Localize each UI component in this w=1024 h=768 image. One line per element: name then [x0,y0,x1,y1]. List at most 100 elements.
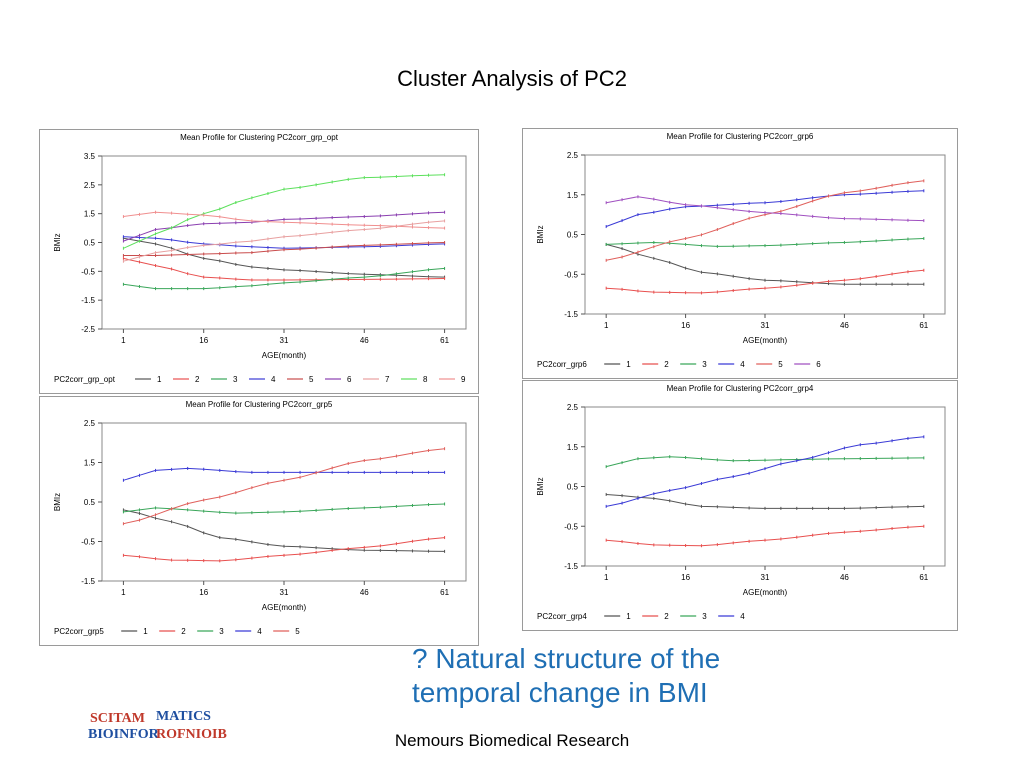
y-tick-label: 2.5 [84,419,96,428]
plot-frame [584,406,946,567]
legend-label-3: 3 [702,360,707,369]
y-tick-label: -1.5 [81,577,95,586]
chart-panel-grp-opt: Mean Profile for Clustering PC2corr_grp_… [39,129,479,394]
chart-panel-grp6: Mean Profile for Clustering PC2corr_grp6… [522,128,958,379]
chart-title: Mean Profile for Clustering PC2corr_grp4 [667,384,814,393]
y-tick-label: 1.5 [84,210,96,219]
y-tick-label: 2.5 [567,403,579,412]
chart-title: Mean Profile for Clustering PC2corr_grp_… [180,133,339,142]
legend-label-2: 2 [195,375,200,384]
legend-label-3: 3 [702,612,707,621]
logo-text-mirror-top: SCITAM [90,711,145,726]
legend-label-2: 2 [664,360,669,369]
legend-label-9: 9 [461,375,466,384]
series-line-4 [606,190,924,227]
x-tick-label: 1 [121,588,126,597]
y-tick-label: -1.5 [564,310,578,319]
y-axis-label: BMIz [536,477,545,495]
x-tick-label: 61 [919,573,928,582]
x-tick-label: 46 [840,321,849,330]
slide-title: Cluster Analysis of PC2 [397,66,627,91]
logo-text-mirror-bottom: ROFNIOIB [156,727,227,742]
x-tick-label: 16 [681,573,690,582]
y-tick-label: 2.5 [567,151,579,160]
x-tick-label: 46 [840,573,849,582]
x-axis-label: AGE(month) [262,603,307,612]
y-tick-label: -1.5 [81,296,95,305]
series-line-1 [606,243,924,285]
x-axis-label: AGE(month) [262,351,307,360]
x-tick-label: 61 [440,588,449,597]
legend-label-3: 3 [233,375,238,384]
x-tick-label: 31 [761,573,770,582]
legend-label-4: 4 [740,360,745,369]
y-tick-label: 1.5 [567,443,579,452]
legend-label-1: 1 [157,375,162,384]
question-line-1: ? Natural structure of the [412,643,721,674]
legend-label-2: 2 [181,627,186,636]
chart-title: Mean Profile for Clustering PC2corr_grp5 [186,400,333,409]
x-tick-label: 16 [681,321,690,330]
logo-text-bottom: BIOINFOR [88,727,160,742]
chart-grp-opt: Mean Profile for Clustering PC2corr_grp_… [53,133,467,384]
plot-frame [101,155,467,330]
y-tick-label: 0.5 [84,239,96,248]
legend-label-1: 1 [626,612,631,621]
legend-label-6: 6 [816,360,821,369]
x-tick-label: 46 [360,588,369,597]
x-tick-label: 61 [919,321,928,330]
x-tick-label: 31 [280,336,289,345]
y-tick-label: -0.5 [564,270,578,279]
x-tick-label: 1 [121,336,126,345]
y-tick-label: 0.5 [84,498,96,507]
y-tick-label: -2.5 [81,325,95,334]
x-tick-label: 16 [199,336,208,345]
y-tick-label: -0.5 [81,538,95,547]
y-tick-label: -0.5 [564,522,578,531]
legend-label-7: 7 [385,375,390,384]
legend-label-6: 6 [347,375,352,384]
legend-label-1: 1 [626,360,631,369]
y-axis-label: BMIz [536,225,545,243]
legend-label-8: 8 [423,375,428,384]
chart-panel-grp5: Mean Profile for Clustering PC2corr_grp5… [39,396,479,646]
chart-title: Mean Profile for Clustering PC2corr_grp6 [667,132,814,141]
y-axis-label: BMIz [53,233,62,251]
y-tick-label: 0.5 [567,231,579,240]
y-axis-label: BMIz [53,493,62,511]
bioinformatics-logo: SCITAM MATICS BIOINFOR ROFNIOIB [88,709,227,742]
x-tick-label: 1 [604,321,609,330]
legend-label-2: 2 [664,612,669,621]
x-tick-label: 31 [761,321,770,330]
chart-grp4: Mean Profile for Clustering PC2corr_grp4… [536,384,946,621]
footer-text: Nemours Biomedical Research [394,731,630,750]
chart-panel-grp4: Mean Profile for Clustering PC2corr_grp4… [522,380,958,631]
legend-title: PC2corr_grp6 [537,360,587,369]
x-tick-label: 1 [604,573,609,582]
legend-label-4: 4 [257,627,262,636]
y-tick-label: -0.5 [81,267,95,276]
question-text: ? Natural structure of the temporal chan… [412,642,832,710]
x-tick-label: 46 [360,336,369,345]
y-tick-label: 2.5 [84,181,96,190]
x-axis-label: AGE(month) [743,588,788,597]
x-axis-label: AGE(month) [743,336,788,345]
legend-label-5: 5 [309,375,314,384]
y-tick-label: 1.5 [567,191,579,200]
y-tick-label: 1.5 [84,459,96,468]
chart-grp5: Mean Profile for Clustering PC2corr_grp5… [53,400,467,636]
legend-label-5: 5 [295,627,300,636]
series-line-4 [606,436,924,507]
legend-title: PC2corr_grp5 [54,627,104,636]
question-line-2: temporal change in BMI [412,677,708,708]
legend-title: PC2corr_grp_opt [54,375,116,384]
x-tick-label: 31 [280,588,289,597]
y-tick-label: 0.5 [567,483,579,492]
chart-grp6: Mean Profile for Clustering PC2corr_grp6… [536,132,946,369]
legend-label-4: 4 [271,375,276,384]
x-tick-label: 61 [440,336,449,345]
x-tick-label: 16 [199,588,208,597]
plot-frame [584,154,946,315]
y-tick-label: 3.5 [84,152,96,161]
legend-label-4: 4 [740,612,745,621]
